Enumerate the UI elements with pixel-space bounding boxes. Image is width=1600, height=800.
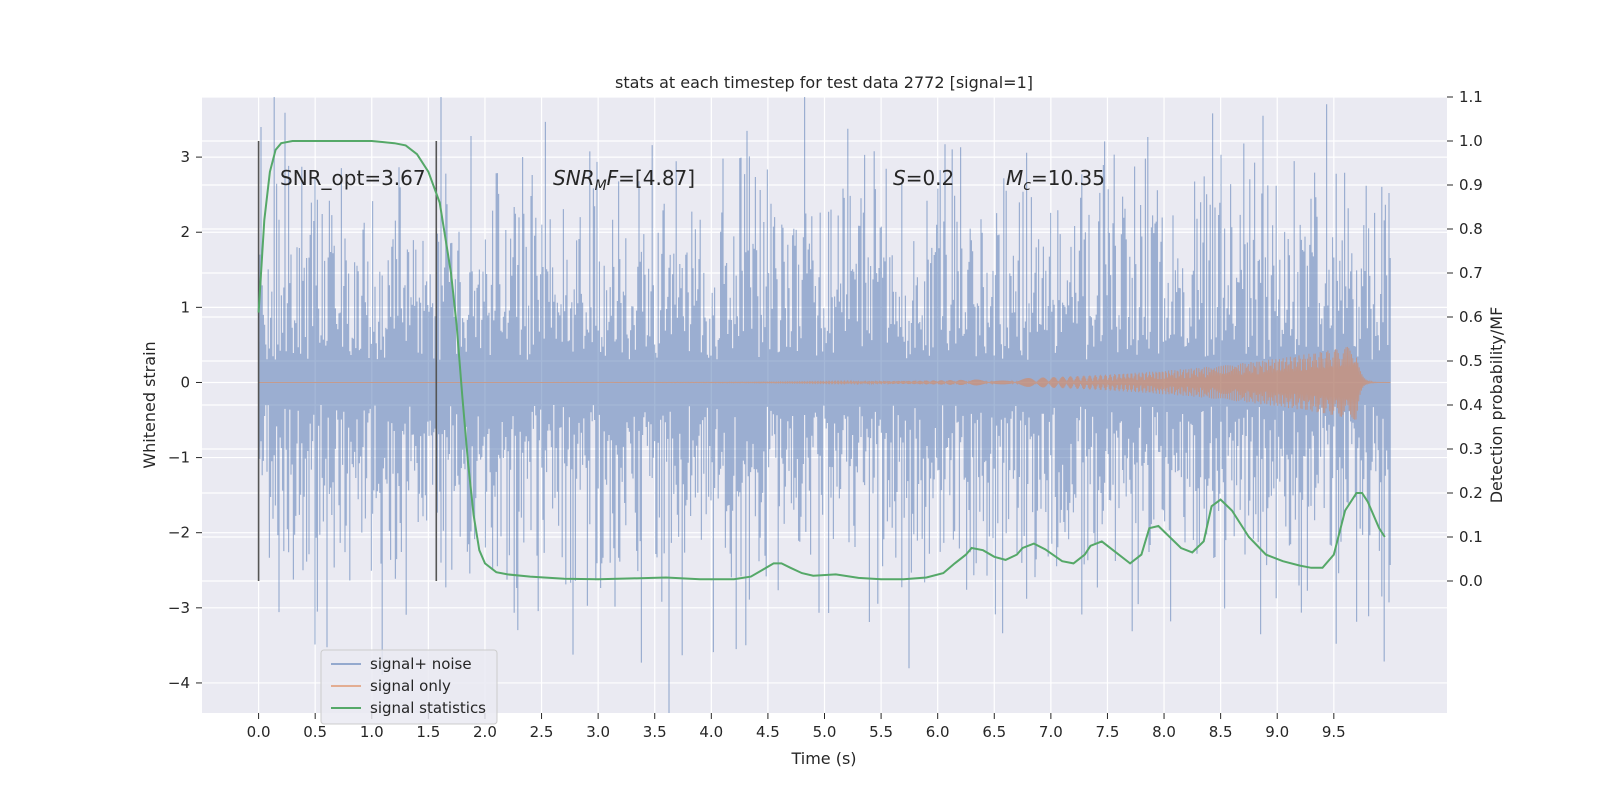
annotation-s: S=0.2 [893,166,954,190]
x-tick-label: 9.0 [1265,723,1289,741]
signal-only-series [258,346,1391,420]
x-tick-label: 0.0 [247,723,271,741]
annotation-snr-mf-value: =[4.87] [618,166,695,190]
annotation-snr-opt: SNR_opt=3.67 [280,166,426,190]
y-axis-ticks: −4 −3 −2 −1 0 1 2 3 [168,148,202,692]
y2-tick-label: 0.5 [1459,352,1483,370]
signal-statistics-line [257,140,1386,581]
y2-tick-label: 1.0 [1459,132,1483,150]
x-tick-label: 6.0 [926,723,950,741]
y2-axis-label: Detection probability/MF [1487,307,1506,504]
x-tick-label: 6.5 [982,723,1006,741]
y-tick-label: 1 [180,298,190,316]
x-tick-label: 2.5 [530,723,554,741]
y2-tick-label: 0.2 [1459,484,1483,502]
y-tick-label: 2 [180,223,190,241]
y2-tick-label: 0.9 [1459,176,1483,194]
x-tick-label: 0.5 [303,723,327,741]
legend: signal+ noise signal only signal statist… [320,649,498,725]
y-axis-label: Whitened strain [140,341,159,468]
y2-tick-label: 0.8 [1459,220,1483,238]
x-tick-label: 7.5 [1096,723,1120,741]
y2-tick-label: 0.4 [1459,396,1483,414]
x-tick-label: 5.0 [813,723,837,741]
x-tick-label: 2.0 [473,723,497,741]
annotation-mc-value: =10.35 [1031,166,1105,190]
y-tick-label: 0 [180,373,190,391]
svg-text:Mc=10.35: Mc=10.35 [1006,166,1105,194]
x-tick-label: 8.0 [1152,723,1176,741]
svg-text:SNRMF=[4.87]: SNRMF=[4.87] [553,166,695,194]
y-tick-label: −4 [168,674,190,692]
svg-text:S=0.2: S=0.2 [893,166,954,190]
y2-tick-label: 0.1 [1459,528,1483,546]
legend-box [320,649,498,725]
x-tick-label: 1.5 [416,723,440,741]
x-tick-label: 3.5 [643,723,667,741]
x-axis-ticks: 0.0 0.5 1.0 1.5 2.0 2.5 3.0 3.5 4.0 4.5 5.0 5.5 6.0 6… [247,713,1346,741]
y-tick-label: −2 [168,524,190,542]
x-tick-label: 1.0 [360,723,384,741]
y2-tick-label: 0.0 [1459,572,1483,590]
x-tick-label: 4.0 [699,723,723,741]
signal-only-trace [258,346,1391,420]
legend-label-signal-statistics: signal statistics [370,699,486,717]
vertical-markers [257,141,438,581]
y2-tick-label: 0.3 [1459,440,1483,458]
x-tick-label: 3.0 [586,723,610,741]
x-tick-label: 4.5 [756,723,780,741]
chart-title: stats at each timestep for test data 277… [615,73,1033,92]
x-tick-label: 8.5 [1209,723,1233,741]
signal-statistics-series [257,140,1386,581]
annotation-s-value: =0.2 [906,166,955,190]
y2-tick-label: 0.6 [1459,308,1483,326]
legend-label-signal-only: signal only [370,677,451,695]
y-tick-label: −3 [168,599,190,617]
x-axis-label: Time (s) [790,749,856,768]
x-tick-label: 9.5 [1322,723,1346,741]
annotation-mc: Mc=10.35 [1006,166,1105,194]
y2-tick-label: 1.1 [1459,88,1483,106]
annotation-snr-mf: SNRMF=[4.87] [553,166,695,194]
y2-axis-ticks: 0.0 0.1 0.2 0.3 0.4 0.5 0.6 0.7 0.8 0.9 1.0 1.1 [1447,88,1483,590]
y-tick-label: 3 [180,148,190,166]
x-tick-label: 5.5 [869,723,893,741]
x-tick-label: 7.0 [1039,723,1063,741]
legend-label-signal-noise: signal+ noise [370,655,472,673]
y-tick-label: −1 [168,449,190,467]
y2-tick-label: 0.7 [1459,264,1483,282]
